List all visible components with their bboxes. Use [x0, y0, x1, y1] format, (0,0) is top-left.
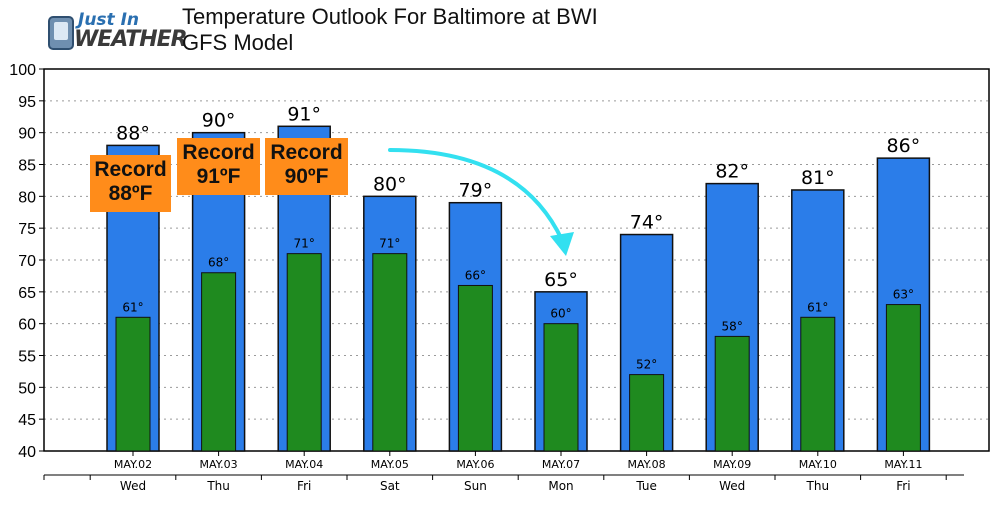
y-tick-label: 100 [9, 62, 36, 79]
chart-subtitle: GFS Model [182, 30, 294, 55]
high-temp-label: 91° [287, 103, 321, 125]
low-temp-bar [115, 316, 151, 452]
high-temp-label: 74° [630, 212, 664, 234]
y-tick-label: 80 [18, 189, 36, 206]
y-tick-label: 40 [18, 444, 36, 461]
high-temp-label: 81° [801, 167, 835, 189]
low-temp-label: 71° [379, 237, 400, 251]
y-tick-label: 60 [18, 317, 36, 334]
high-temp-label: 86° [887, 135, 921, 157]
record-callout-label: Record [270, 141, 343, 164]
chart-title: Temperature Outlook For Baltimore at BWI [182, 4, 598, 29]
y-tick-label: 90 [18, 126, 36, 143]
low-temp-label: 71° [294, 237, 315, 251]
trend-arrow-head [550, 232, 574, 256]
plot-frame [43, 68, 990, 452]
record-callout-may03: Record 91ºF [177, 138, 260, 195]
x-day-label: Wed [120, 479, 146, 493]
x-day-label: Thu [206, 479, 230, 493]
x-date-label: MAY.07 [542, 458, 580, 471]
y-tick-label: 95 [18, 94, 36, 111]
high-temp-label: 65° [544, 269, 578, 291]
chart-title-block: Temperature Outlook For Baltimore at BWI… [182, 4, 598, 56]
low-temp-bar [286, 253, 322, 452]
low-temp-bar [372, 253, 408, 452]
x-day-label: Wed [719, 479, 745, 493]
record-callout-label: Record [94, 158, 167, 181]
low-temp-bar [629, 374, 665, 452]
x-date-label: MAY.03 [200, 458, 238, 471]
high-temp-label: 90° [202, 110, 236, 132]
y-tick-label: 45 [18, 412, 36, 429]
x-date-label: MAY.11 [884, 458, 922, 471]
low-temp-bar [201, 272, 237, 452]
trend-arrow [388, 148, 564, 242]
record-callout-may04: Record 90ºF [265, 138, 348, 195]
x-day-label: Sat [380, 479, 400, 493]
high-temp-label: 82° [715, 161, 749, 183]
low-temp-label: 58° [722, 319, 743, 333]
y-tick-label: 65 [18, 285, 36, 302]
low-temp-label: 61° [807, 300, 828, 314]
record-callout-label: Record [182, 141, 255, 164]
high-temp-label: 79° [459, 180, 493, 202]
y-tick-label: 75 [18, 221, 36, 238]
x-date-label: MAY.08 [628, 458, 666, 471]
low-temp-bar [885, 304, 921, 452]
low-temp-bar [457, 284, 493, 452]
low-temp-label: 61° [122, 300, 143, 314]
y-tick-label: 70 [18, 253, 36, 270]
logo: Just In WEATHER [48, 10, 188, 54]
logo-text-bottom: WEATHER [74, 27, 188, 52]
logo-text-top: Just In [78, 10, 140, 30]
x-date-label: MAY.10 [799, 458, 837, 471]
x-date-label: MAY.02 [114, 458, 152, 471]
x-date-label: MAY.09 [713, 458, 751, 471]
x-day-label: Fri [896, 479, 910, 493]
x-day-label: Mon [548, 479, 573, 493]
low-temp-label: 63° [893, 288, 914, 302]
x-date-label: MAY.06 [456, 458, 494, 471]
y-tick-label: 55 [18, 349, 36, 366]
high-temp-label: 88° [116, 122, 150, 144]
low-temp-label: 68° [208, 256, 229, 270]
record-callout-value: 90ºF [284, 165, 329, 188]
low-temp-bar [800, 316, 836, 452]
high-temp-label: 80° [373, 173, 407, 195]
y-tick-label: 50 [18, 380, 36, 397]
x-date-label: MAY.04 [285, 458, 323, 471]
x-day-label: Sun [464, 479, 487, 493]
record-callout-value: 91ºF [196, 165, 241, 188]
low-temp-label: 66° [465, 268, 486, 282]
record-callout-value: 88ºF [108, 182, 153, 205]
x-date-label: MAY.05 [371, 458, 409, 471]
phone-icon [48, 16, 74, 50]
low-temp-bar [543, 323, 579, 452]
x-day-label: Tue [635, 479, 657, 493]
record-callout-may02: Record 88ºF [90, 155, 171, 212]
low-temp-label: 60° [550, 307, 571, 321]
low-temp-bar [714, 335, 750, 452]
y-tick-label: 85 [18, 158, 36, 175]
x-day-label: Thu [806, 479, 830, 493]
x-day-label: Fri [297, 479, 311, 493]
low-temp-label: 52° [636, 358, 657, 372]
